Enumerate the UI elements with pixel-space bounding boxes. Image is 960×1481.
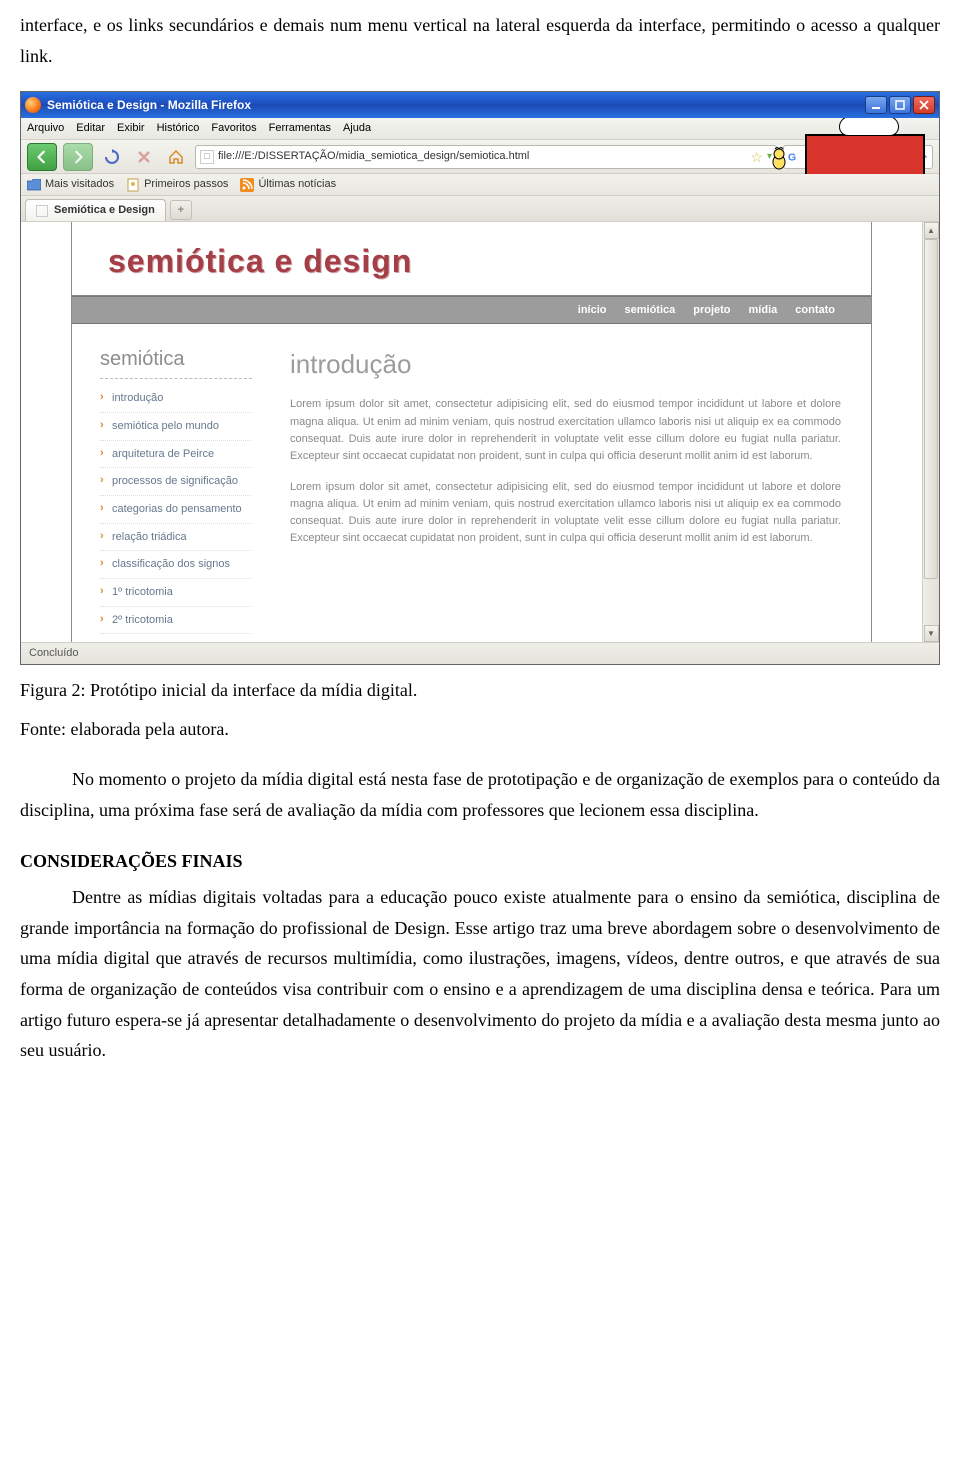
folder-icon	[27, 178, 41, 192]
screenshot-figure: Semiótica e Design - Mozilla Firefox Arq…	[20, 91, 940, 665]
search-placeholder: Google	[806, 147, 912, 166]
sidebar-item[interactable]: semiótica pelo mundo	[100, 413, 252, 441]
window-title: Semiótica e Design - Mozilla Firefox	[47, 95, 251, 115]
page-icon	[126, 178, 140, 192]
page-content: semiótica e design início semiótica proj…	[21, 222, 922, 642]
toolbar: □ file:///E:/DISSERTAÇÃO/midia_semiotica…	[21, 140, 939, 174]
sidebar-list: introdução semiótica pelo mundo arquitet…	[100, 385, 252, 642]
scroll-track[interactable]	[923, 239, 939, 625]
doc-paragraph-final: Dentre as mídias digitais voltadas para …	[20, 882, 940, 1066]
top-nav: início semiótica projeto mídia contato	[72, 296, 871, 325]
scroll-thumb[interactable]	[924, 239, 938, 579]
main-paragraph: Lorem ipsum dolor sit amet, consectetur …	[290, 396, 841, 464]
menu-exibir[interactable]: Exibir	[117, 119, 145, 138]
tab-semiotica[interactable]: Semiótica e Design	[25, 199, 166, 221]
maximize-button[interactable]	[889, 96, 911, 114]
page-favicon: □	[200, 150, 214, 164]
bookmark-label: Mais visitados	[45, 175, 114, 194]
figure-source: Fonte: elaborada pela autora.	[20, 714, 940, 745]
minimize-button[interactable]	[865, 96, 887, 114]
window-titlebar: Semiótica e Design - Mozilla Firefox	[21, 92, 939, 118]
sidebar-item[interactable]: 1º tricotomia	[100, 579, 252, 607]
url-dropdown-icon[interactable]: ▾	[767, 148, 772, 165]
nav-contato[interactable]: contato	[795, 301, 835, 320]
bookmark-star-icon[interactable]: ☆	[750, 150, 763, 164]
search-icon[interactable]	[916, 147, 928, 166]
home-button[interactable]	[163, 144, 189, 170]
bookmark-mais-visitados[interactable]: Mais visitados	[27, 175, 114, 194]
site-title: semiótica e design	[72, 222, 871, 294]
figure-caption: Figura 2: Protótipo inicial da interface…	[20, 675, 940, 706]
menu-historico[interactable]: Histórico	[157, 119, 200, 138]
nav-midia[interactable]: mídia	[749, 301, 778, 320]
stop-button[interactable]	[131, 144, 157, 170]
reload-button[interactable]	[99, 144, 125, 170]
scroll-up-button[interactable]: ▲	[924, 222, 939, 239]
main-heading: introdução	[290, 342, 841, 386]
close-button[interactable]	[913, 96, 935, 114]
menubar: Arquivo Editar Exibir Histórico Favorito…	[21, 118, 939, 140]
google-icon: G	[788, 150, 802, 164]
rss-icon	[240, 178, 254, 192]
back-button[interactable]	[27, 143, 57, 171]
viewport: semiótica e design início semiótica proj…	[21, 222, 939, 642]
scroll-down-button[interactable]: ▼	[924, 625, 939, 642]
new-tab-button[interactable]: +	[170, 200, 192, 220]
vertical-scrollbar[interactable]: ▲ ▼	[922, 222, 939, 642]
bookmark-label: Primeiros passos	[144, 175, 228, 194]
sidebar-item[interactable]: relação triádica	[100, 524, 252, 552]
menu-editar[interactable]: Editar	[76, 119, 105, 138]
tab-label: Semiótica e Design	[54, 201, 155, 220]
sidebar-item[interactable]: 3º tricotomia	[100, 634, 252, 642]
sidebar-title: semiótica	[100, 342, 252, 379]
url-bar[interactable]: □ file:///E:/DISSERTAÇÃO/midia_semiotica…	[195, 145, 777, 169]
status-text: Concluído	[29, 644, 79, 663]
search-bar[interactable]: G Google	[783, 145, 933, 169]
menu-arquivo[interactable]: Arquivo	[27, 119, 64, 138]
sidebar: semiótica introdução semiótica pelo mund…	[72, 342, 262, 642]
forward-button[interactable]	[63, 143, 93, 171]
sidebar-item[interactable]: arquitetura de Peirce	[100, 441, 252, 469]
doc-paragraph-top: interface, e os links secundários e dema…	[20, 10, 940, 71]
nav-projeto[interactable]: projeto	[693, 301, 730, 320]
tab-strip: Semiótica e Design +	[21, 196, 939, 222]
menu-ferramentas[interactable]: Ferramentas	[269, 119, 331, 138]
main-column: introdução Lorem ipsum dolor sit amet, c…	[262, 342, 871, 642]
menu-favoritos[interactable]: Favoritos	[211, 119, 256, 138]
main-paragraph: Lorem ipsum dolor sit amet, consectetur …	[290, 479, 841, 547]
url-text: file:///E:/DISSERTAÇÃO/midia_semiotica_d…	[218, 147, 746, 166]
bookmark-label: Últimas notícias	[258, 175, 336, 194]
menu-ajuda[interactable]: Ajuda	[343, 119, 371, 138]
firefox-icon	[25, 97, 41, 113]
sidebar-item[interactable]: categorias do pensamento	[100, 496, 252, 524]
sidebar-item[interactable]: classificação dos signos	[100, 551, 252, 579]
sidebar-item[interactable]: introdução	[100, 385, 252, 413]
doc-paragraph-methodology: No momento o projeto da mídia digital es…	[20, 764, 940, 825]
nav-semiotica[interactable]: semiótica	[625, 301, 676, 320]
tab-favicon	[36, 205, 48, 217]
status-bar: Concluído	[21, 642, 939, 664]
bookmark-ultimas-noticias[interactable]: Últimas notícias	[240, 175, 336, 194]
svg-text:G: G	[788, 151, 796, 163]
sidebar-item[interactable]: processos de significação	[100, 468, 252, 496]
doc-heading-consideracoes: CONSIDERAÇÕES FINAIS	[20, 846, 940, 877]
bookmark-primeiros-passos[interactable]: Primeiros passos	[126, 175, 228, 194]
sidebar-item[interactable]: 2º tricotomia	[100, 607, 252, 635]
nav-inicio[interactable]: início	[578, 301, 607, 320]
bookmarks-toolbar: Mais visitados Primeiros passos Últimas …	[21, 174, 939, 196]
